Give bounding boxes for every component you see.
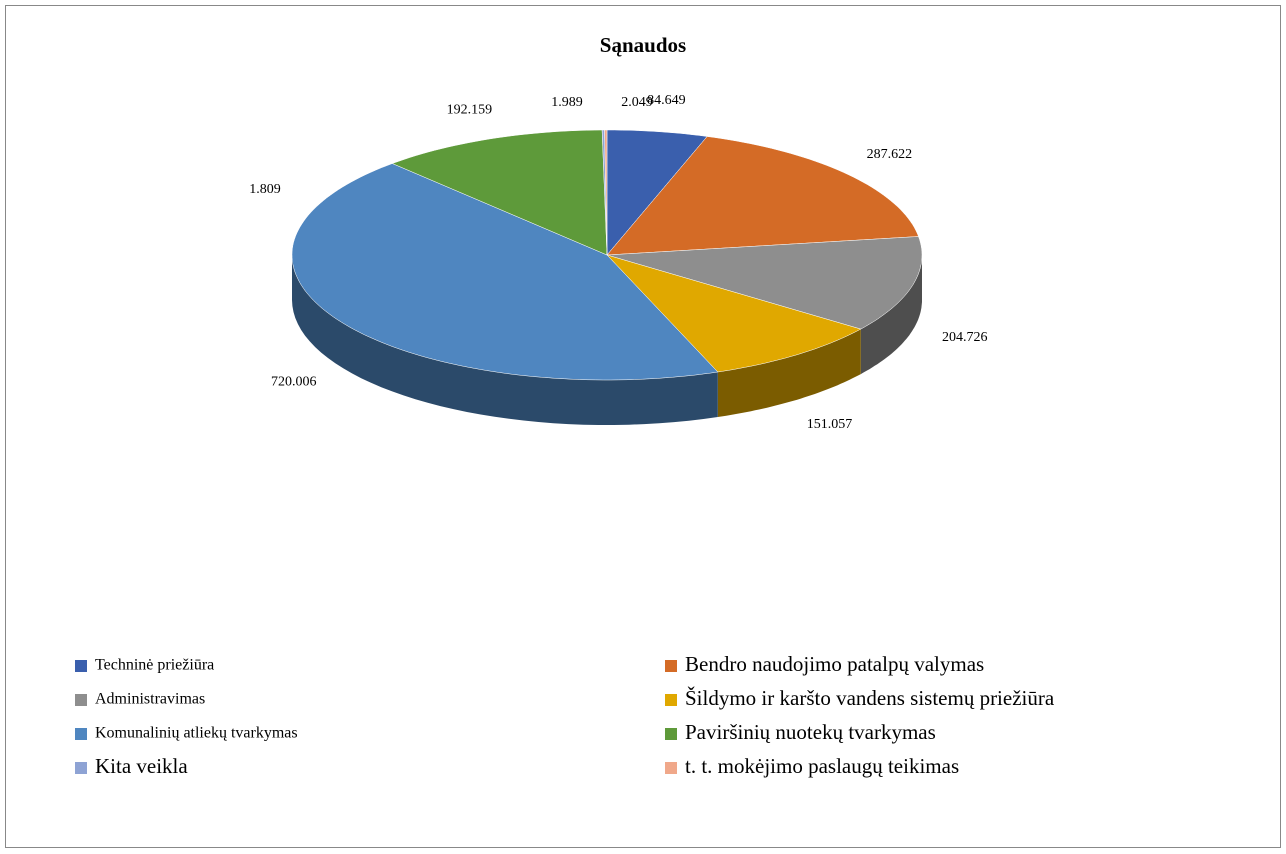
data-label: 151.057 (807, 417, 853, 432)
legend-swatch (75, 660, 87, 672)
chart-title: Sąnaudos (600, 33, 686, 57)
slice (604, 129, 608, 256)
legend-swatch (665, 660, 677, 672)
legend-swatch (75, 762, 87, 774)
legend-swatch (665, 728, 677, 740)
slice (391, 129, 608, 256)
legend-label: Šildymo ir karšto vandens sistemų prieži… (685, 686, 1055, 710)
data-label: 287.622 (867, 147, 913, 162)
slice-side (717, 329, 861, 417)
legend-label: Administravimas (95, 691, 205, 708)
legend-label: Komunalinių atliekų tvarkymas (95, 725, 298, 742)
legend-label: t. t. mokėjimo paslaugų teikimas (685, 754, 959, 778)
slice (606, 136, 919, 256)
data-label: 1.989 (551, 95, 583, 110)
legend-swatch (75, 728, 87, 740)
data-label: 192.159 (447, 102, 493, 117)
legend-swatch (665, 762, 677, 774)
slice-side (292, 255, 718, 425)
legend-swatch (75, 694, 87, 706)
slice (606, 236, 923, 330)
slice-side (860, 255, 922, 375)
data-label: 2.049 (621, 95, 653, 110)
legend-label: Paviršinių nuotekų tvarkymas (685, 720, 936, 744)
data-label: 204.726 (942, 330, 988, 345)
annotation: 1.809 (249, 182, 281, 197)
legend-label: Kita veikla (95, 754, 188, 778)
data-label: 84.649 (647, 93, 686, 108)
legend-label: Bendro naudojimo patalpų valymas (685, 652, 984, 676)
slice (606, 254, 862, 373)
slice (606, 129, 708, 256)
legend-label: Techninė priežiūra (95, 657, 214, 674)
data-label: 720.006 (271, 375, 317, 390)
slice (291, 163, 719, 381)
legend-swatch (665, 694, 677, 706)
